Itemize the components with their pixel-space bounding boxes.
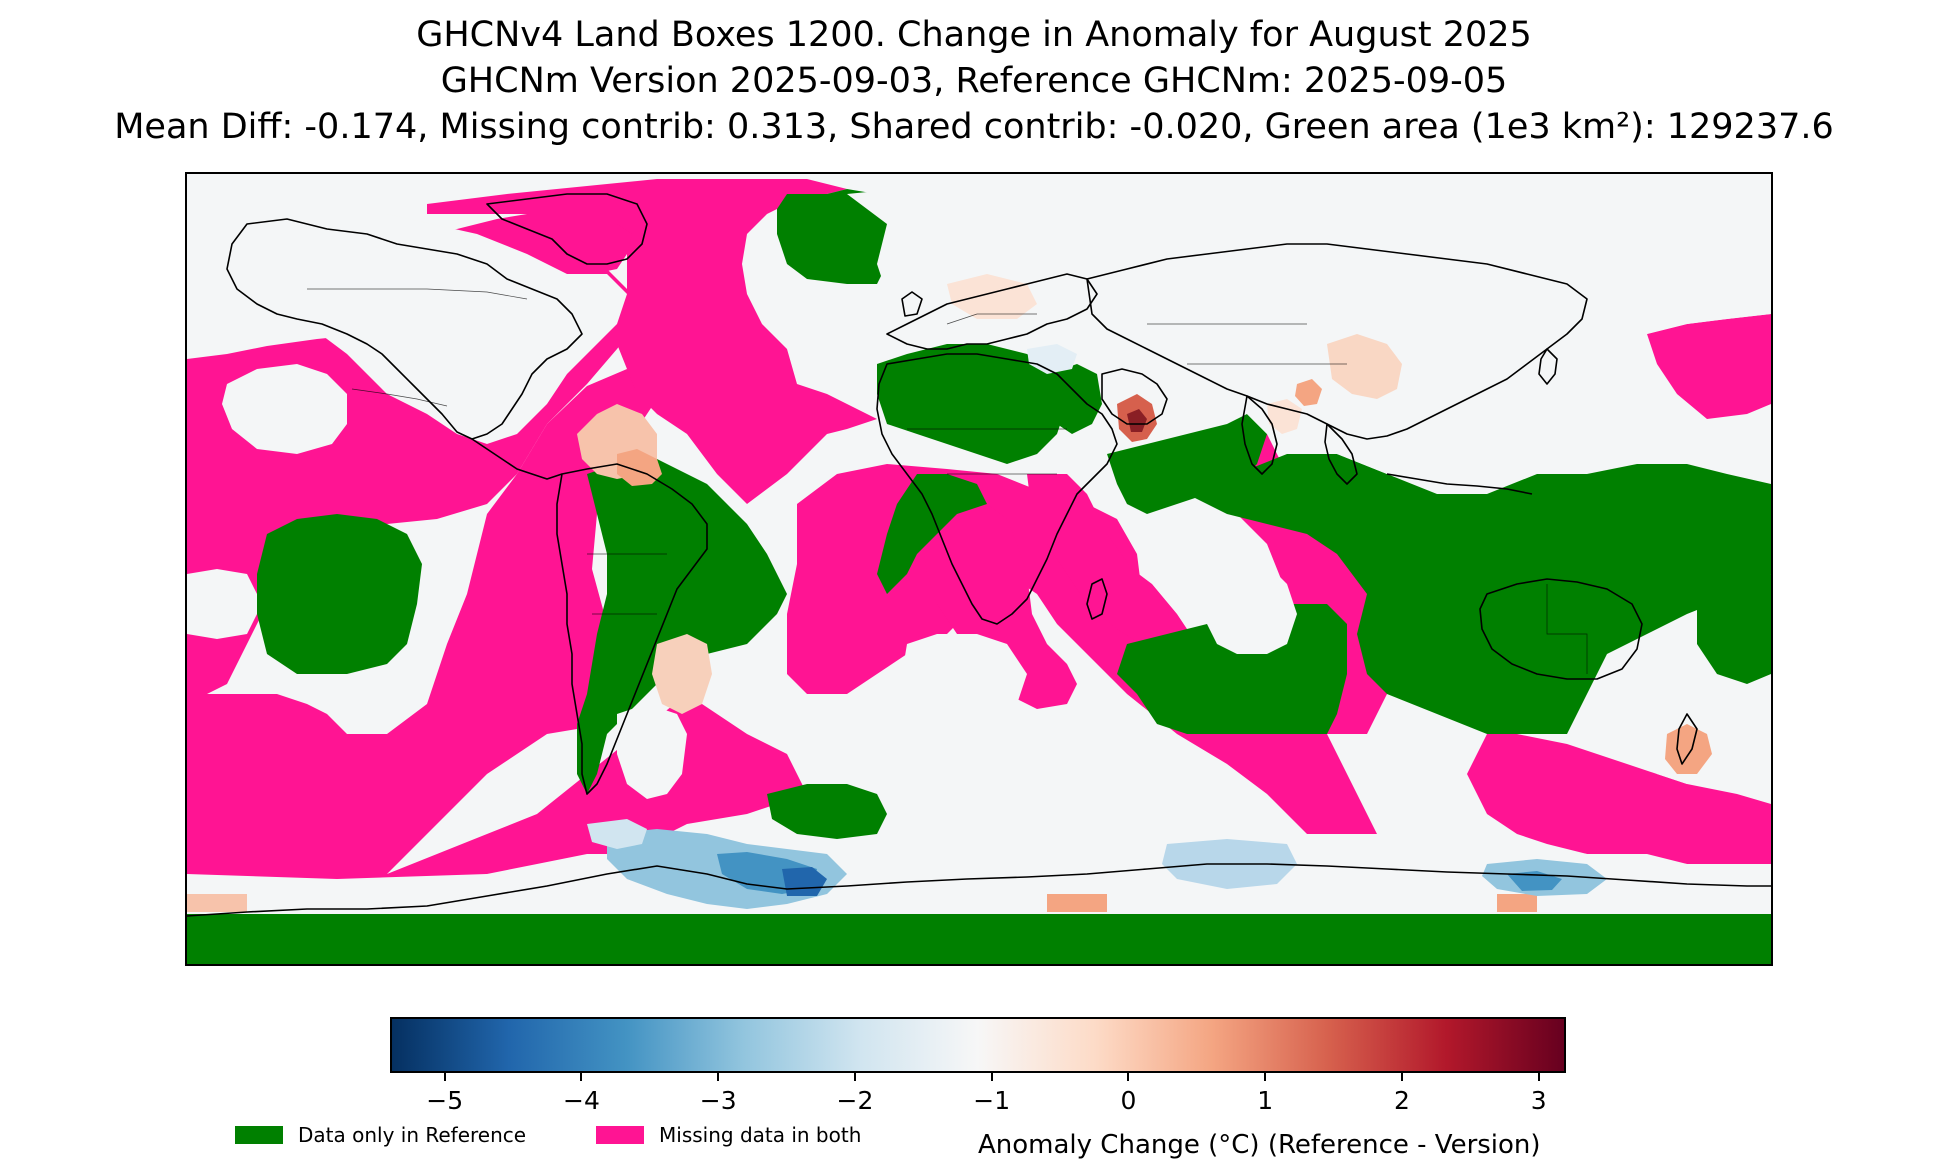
reference-region-north-africa (877, 344, 1067, 464)
coastline-europe (886, 273, 1098, 350)
colorbar-tick (990, 1073, 993, 1081)
coastline-madagascar (1086, 578, 1108, 620)
coastline-antarctica (187, 863, 1771, 917)
coastline-south-america (556, 463, 708, 795)
border-us-canada (307, 288, 528, 300)
neutral-region-south-america-tip (617, 704, 687, 799)
coastlines (187, 193, 1771, 917)
coastline-indonesia (1386, 473, 1533, 495)
warm-patch-new-zealand (1665, 724, 1712, 774)
coastline-asia (1086, 243, 1588, 440)
colorbar-tick-label: −4 (563, 1086, 600, 1115)
colorbar-tick (717, 1073, 720, 1081)
reference-region-south-india-ocean (1107, 414, 1267, 514)
title-line-3: Mean Diff: -0.174, Missing contrib: 0.31… (114, 107, 1834, 147)
reference-only-regions (187, 189, 1771, 964)
coastline-southeast-asia (1324, 423, 1358, 485)
colorbar-tick (580, 1073, 583, 1081)
warm-patch-antarctic-2 (1497, 894, 1537, 912)
coastline-india (1241, 395, 1278, 475)
world-map (185, 172, 1773, 966)
legend-swatch-reference-only (235, 1126, 283, 1144)
neutral-region-north-america (187, 204, 627, 444)
neutral-region-south-pacific-small (187, 569, 257, 639)
legend-item-reference-only: Data only in Reference (235, 1122, 526, 1148)
neutral-region-hawaii (222, 364, 347, 454)
neutral-region-south-africa-west (902, 634, 1027, 714)
colorbar-tick (1537, 1073, 1540, 1081)
border-europe (946, 313, 1037, 325)
border-australia (1546, 584, 1588, 674)
colorbar-tick (853, 1073, 856, 1081)
border-us-mexico (351, 388, 448, 407)
reference-region-south-atlantic-island (767, 784, 887, 839)
coastline-central-america (471, 438, 563, 480)
reference-region-southeast-asia-australia (1187, 454, 1771, 734)
colorbar-tick (1400, 1073, 1403, 1081)
warm-patch-east-asia (1327, 334, 1402, 399)
legend-item-missing-both: Missing data in both (596, 1122, 861, 1148)
colorbar-gradient (392, 1019, 1564, 1071)
colorbar-tick (1127, 1073, 1130, 1081)
legend-label-reference-only: Data only in Reference (298, 1123, 527, 1147)
neutral-region-africa-east-ring (1197, 554, 1297, 654)
warm-patch-horn-of-africa-core (1127, 409, 1147, 432)
warm-patch-argentina (652, 634, 712, 714)
colorbar (390, 1017, 1566, 1073)
cool-patch-middle-east (1027, 344, 1077, 374)
coastline-africa (876, 353, 1118, 625)
warm-patch-india (1267, 399, 1302, 434)
coastline-japan (1538, 348, 1558, 385)
missing-region-north-atlantic (427, 179, 877, 504)
title-line-2: GHCNm Version 2025-09-03, Reference GHCN… (440, 61, 1508, 101)
coastline-new-zealand (1676, 713, 1698, 765)
warm-patch-antarctic-3 (187, 894, 247, 912)
coastline-australia (1479, 578, 1643, 680)
reference-region-antarctic-strip (187, 914, 1771, 964)
reference-region-greenland-sea (777, 189, 897, 284)
reference-region-pacific-southeast (1697, 574, 1771, 684)
missing-region-north-pacific-east (1647, 314, 1771, 419)
missing-region-south-pacific (187, 369, 657, 874)
colorbar-tick-label: 3 (1530, 1086, 1547, 1115)
colorbar-tick-label: 2 (1393, 1086, 1410, 1115)
legend-swatch-missing-both (596, 1126, 644, 1144)
legend-label-missing-both: Missing data in both (659, 1123, 862, 1147)
colorbar-label: Anomaly Change (°C) (Reference - Version… (978, 1130, 1541, 1160)
colorbar-tick (443, 1073, 446, 1081)
colorbar-tick-label: −2 (836, 1086, 874, 1115)
title-line-1: GHCNv4 Land Boxes 1200. Change in Anomal… (416, 15, 1532, 55)
coastline-arabia (1101, 368, 1168, 425)
missing-region-southern-ocean-east (1467, 734, 1771, 874)
colorbar-tick-label: −1 (973, 1086, 1011, 1115)
colorbar-tick-label: −3 (699, 1086, 737, 1115)
neutral-region-europe-asia (847, 179, 1771, 474)
coastline-north-america (226, 218, 583, 440)
colorbar-tick (1264, 1073, 1267, 1081)
neutral-region-antarctica (187, 834, 1771, 914)
warm-patch-bangladesh (1295, 379, 1322, 406)
cool-patch-south-america-tip (587, 819, 647, 849)
coastline-uk (901, 291, 923, 317)
reference-region-south-pacific-island (257, 514, 422, 674)
colorbar-tick-label: 0 (1120, 1086, 1137, 1115)
colorbar-tick-label: −5 (426, 1086, 464, 1115)
missing-region-africa-southeast (922, 504, 1077, 709)
warm-patch-antarctic-1 (1047, 894, 1107, 912)
reference-region-middle-east (1047, 364, 1102, 434)
reference-region-central-africa (877, 474, 987, 594)
map-canvas (187, 174, 1771, 964)
colorbar-tick-label: 1 (1257, 1086, 1274, 1115)
country-borders (307, 288, 1588, 674)
coastline-greenland (486, 193, 648, 265)
warm-anomaly-patches (187, 274, 1712, 912)
warm-patch-europe (947, 274, 1037, 319)
